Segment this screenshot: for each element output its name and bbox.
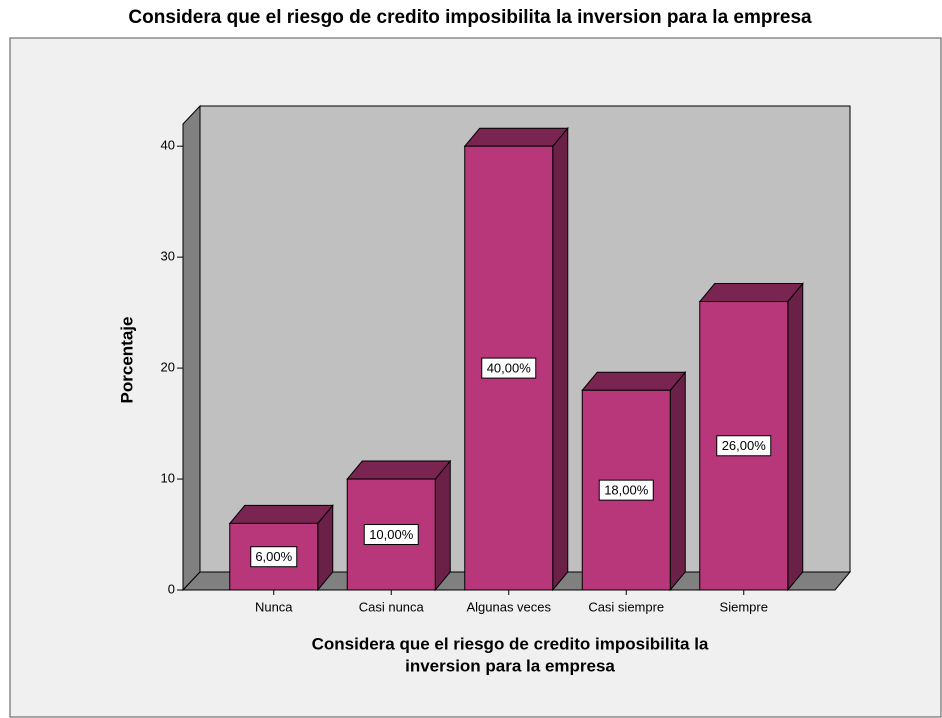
y-tick-label: 10 [161, 470, 175, 485]
bar-side [787, 282, 804, 592]
x-axis-title: inversion para la empresa [405, 656, 615, 675]
bar-side [434, 459, 451, 592]
bar-top [463, 127, 569, 147]
y-tick-label: 20 [161, 360, 175, 375]
value-label: 10,00% [369, 527, 414, 542]
x-tick-label: Siempre [720, 599, 768, 614]
y-tick-label: 40 [161, 138, 175, 153]
value-label-box [716, 435, 772, 457]
x-tick-label: Casi nunca [359, 599, 425, 614]
value-label-box [598, 479, 654, 501]
x-tick-label: Nunca [255, 599, 293, 614]
bar-top [228, 504, 334, 524]
value-label-box [481, 357, 537, 379]
value-label-box [363, 524, 419, 546]
value-label: 18,00% [604, 483, 649, 498]
y-tick-label: 30 [161, 249, 175, 264]
x-tick-label: Algunas veces [466, 599, 551, 614]
x-tick-label: Casi siempre [588, 599, 664, 614]
bar-side [669, 370, 686, 592]
value-label-box [250, 546, 298, 568]
bar-side [552, 126, 569, 592]
chart-title: Considera que el riesgo de credito impos… [128, 7, 812, 28]
value-label: 40,00% [487, 361, 532, 376]
value-label: 6,00% [255, 549, 292, 564]
bar-top [698, 283, 804, 303]
bar-top [346, 460, 452, 480]
bar-top [581, 371, 687, 391]
x-axis-title: Considera que el riesgo de credito impos… [312, 634, 709, 653]
value-label: 26,00% [722, 438, 767, 453]
y-tick-label: 0 [168, 581, 175, 596]
y-axis-title: Porcentaje [117, 317, 136, 404]
left-wall [182, 104, 201, 592]
